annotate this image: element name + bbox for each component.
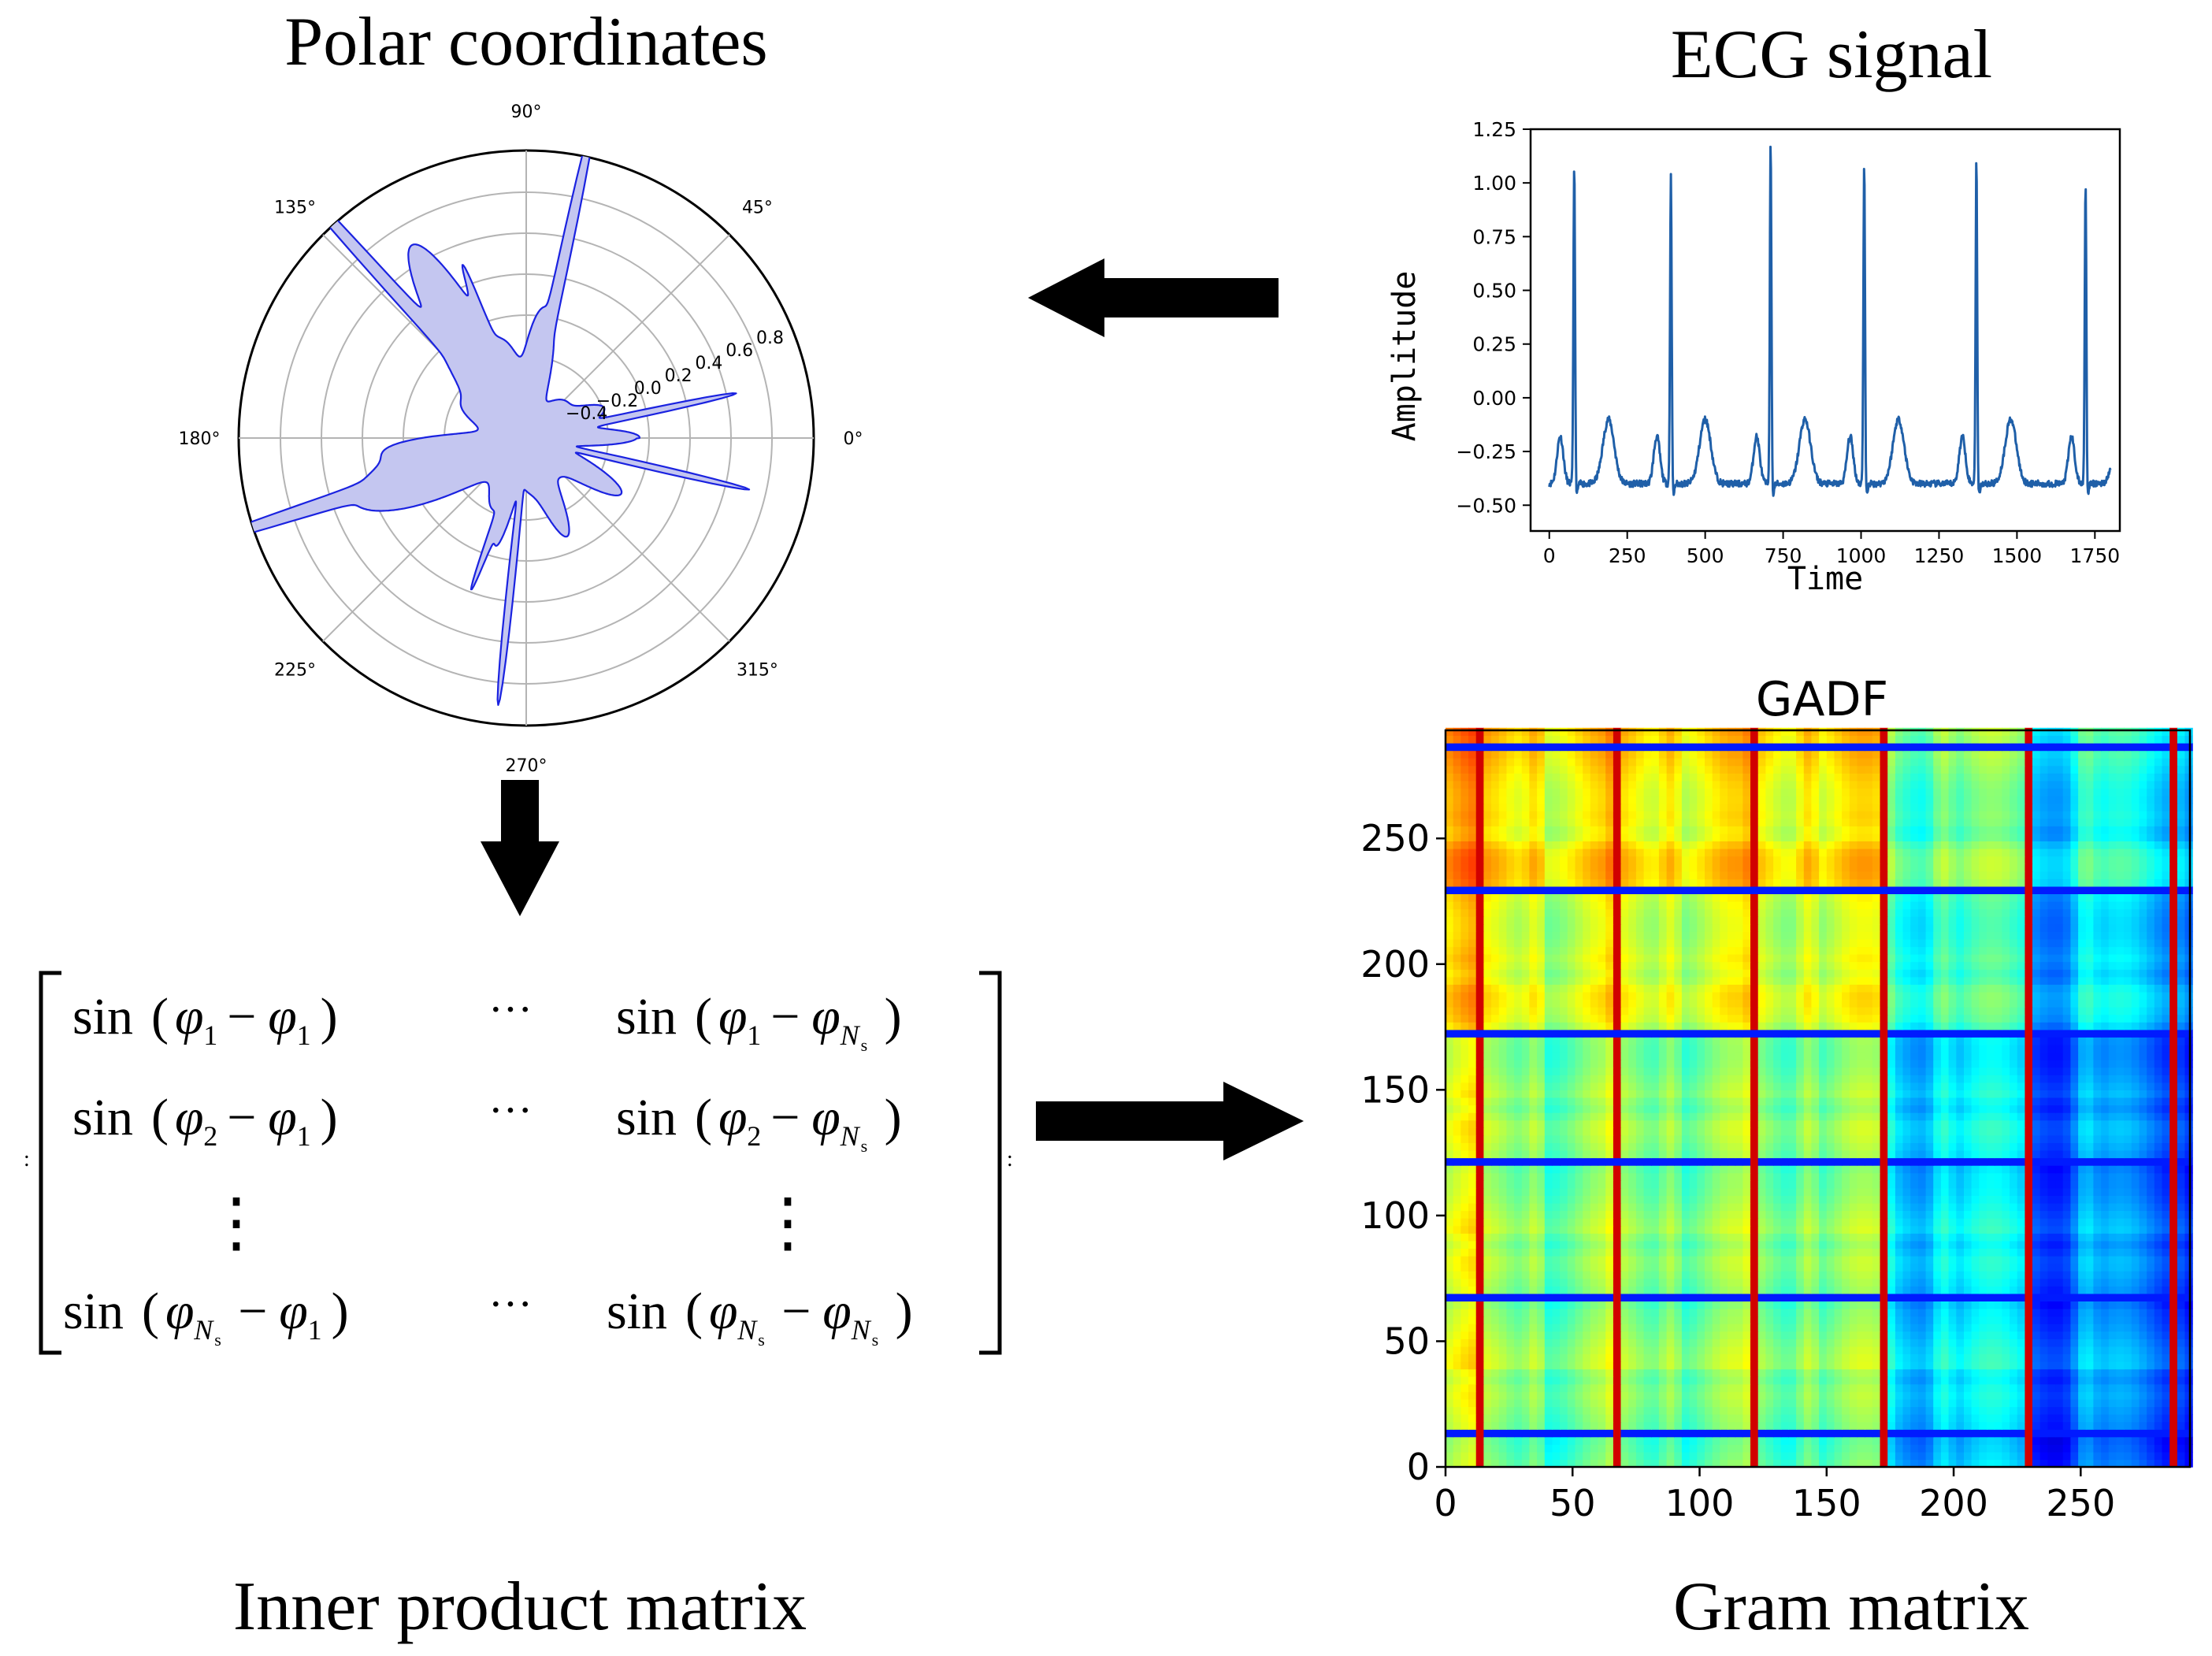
polar-radial-label-6: 0.8 <box>756 329 784 348</box>
gram-matrix-title: Gram matrix <box>1673 1569 2029 1645</box>
ecg-xtick-label-0: 0 <box>1543 544 1556 567</box>
polar-angle-labels: 0° 45° 90° 135° 180° 225° 270° 315° <box>179 102 863 776</box>
ecg-xtick-label-1750: 1750 <box>2070 544 2121 567</box>
ecg-ytick-label-0: −0.50 <box>1456 494 1516 517</box>
polar-radial-label-1: −0.2 <box>596 392 638 411</box>
ecg-plot-frame <box>1529 128 2121 533</box>
matrix-hdots-1: ··· <box>488 1086 533 1135</box>
gadf-ytick-label-100: 100 <box>1360 1194 1430 1237</box>
gadf-title: GADF <box>1756 672 1888 727</box>
polar-angle-label-270: 270° <box>506 756 547 776</box>
polar-angle-label-180: 180° <box>179 429 221 449</box>
gadf-ytick-label-200: 200 <box>1360 943 1430 986</box>
arrow-left <box>1028 258 1279 337</box>
polar-radial-labels: −0.4−0.20.00.20.40.60.8 <box>566 329 784 424</box>
left-bracket <box>39 971 61 1355</box>
gadf-xtick-label-0: 0 <box>1434 1482 1457 1524</box>
ecg-ytick-label-1: −0.25 <box>1456 440 1516 463</box>
polar-angle-label-315: 315° <box>737 660 778 680</box>
ecg-xtick-label-750: 750 <box>1765 544 1802 567</box>
polar-coordinates-title: Polar coordinates <box>284 4 767 80</box>
gadf-xtick-label-50: 50 <box>1550 1482 1596 1524</box>
polar-angle-label-0: 0° <box>844 429 863 449</box>
ecg-xtick-label-1250: 1250 <box>1914 544 1965 567</box>
polar-radial-label-0: −0.4 <box>566 404 607 424</box>
matrix-hdots-0: ··· <box>488 986 533 1034</box>
ecg-ytick-label-7: 1.25 <box>1472 118 1516 141</box>
ecg-ytick-label-6: 1.00 <box>1472 172 1516 195</box>
ecg-ytick-label-4: 0.50 <box>1472 280 1516 303</box>
polar-angle-label-45: 45° <box>742 199 773 218</box>
right-bracket <box>979 971 1002 1355</box>
polar-radial-label-2: 0.0 <box>634 379 662 399</box>
polar-plot: −0.4−0.20.00.20.40.60.8 0° 45° 90° 135° 180°… <box>179 102 863 776</box>
matrix-vdots-1: ⋮ <box>755 1186 821 1260</box>
ecg-xtick-label-1000: 1000 <box>1836 544 1887 567</box>
ecg-series <box>1548 145 2112 497</box>
gadf-xtick-label-200: 200 <box>1919 1482 1988 1524</box>
ecg-series-line <box>1548 145 2112 497</box>
ecg-ylabel: Amplitude <box>1386 271 1423 442</box>
polar-angle-label-90: 90° <box>511 102 542 122</box>
gadf-ytick-label-150: 150 <box>1360 1068 1430 1111</box>
polar-line <box>239 150 751 707</box>
ecg-signal-title: ECG signal <box>1671 17 1992 93</box>
gadf-ytick-label-50: 50 <box>1383 1320 1430 1362</box>
polar-angle-label-225: 225° <box>274 660 316 680</box>
polar-radial-label-5: 0.6 <box>726 341 753 361</box>
polar-area-fill <box>239 150 750 705</box>
ecg-xlabel: Time <box>1787 561 1863 597</box>
gadf-image <box>1446 727 2193 1468</box>
ecg-xtick-label-1500: 1500 <box>1992 544 2043 567</box>
gadf-axes: 0 50 100 150 200 250 0 50 100 150 200 250 <box>1360 729 2192 1524</box>
arrow-right <box>1036 1082 1304 1160</box>
ecg-x-ticks: 0 250 500 750 1000 1250 1500 1750 <box>1543 531 2120 567</box>
matrix-vdots-0: ⋮ <box>203 1186 269 1260</box>
gadf-xtick-label-150: 150 <box>1792 1482 1861 1524</box>
ecg-ytick-label-2: 0.00 <box>1472 387 1516 410</box>
gadf-xtick-label-100: 100 <box>1665 1482 1735 1524</box>
ecg-chart: 0 250 500 750 1000 1250 1500 1750 −0.50 −0.25 0.0… <box>1386 118 2121 597</box>
ecg-xtick-label-250: 250 <box>1609 544 1646 567</box>
gadf-frame <box>1444 729 2192 1468</box>
matrix-hdots-2: ··· <box>488 1280 533 1329</box>
polar-angle-label-135: 135° <box>274 199 316 218</box>
polar-radial-label-3: 0.2 <box>665 366 692 386</box>
gadf-ytick-label-250: 250 <box>1360 817 1430 860</box>
gadf-xtick-label-250: 250 <box>2046 1482 2115 1524</box>
ecg-y-ticks: −0.50 −0.25 0.00 0.25 0.50 0.75 1.00 1.25 <box>1456 118 1531 517</box>
ecg-ytick-label-3: 0.25 <box>1472 333 1516 356</box>
arrow-down <box>481 780 559 916</box>
inner-product-matrix-title: Inner product matrix <box>233 1569 807 1645</box>
ecg-ytick-label-5: 0.75 <box>1472 225 1516 248</box>
polar-radial-label-4: 0.4 <box>695 354 722 373</box>
gadf-ytick-label-0: 0 <box>1407 1446 1430 1488</box>
polar-shape <box>239 150 751 707</box>
gadf-heatmap: GADF 0 50 100 150 200 250 0 50 100 150 200 250 <box>1360 672 2193 1524</box>
ecg-xtick-label-500: 500 <box>1687 544 1724 567</box>
